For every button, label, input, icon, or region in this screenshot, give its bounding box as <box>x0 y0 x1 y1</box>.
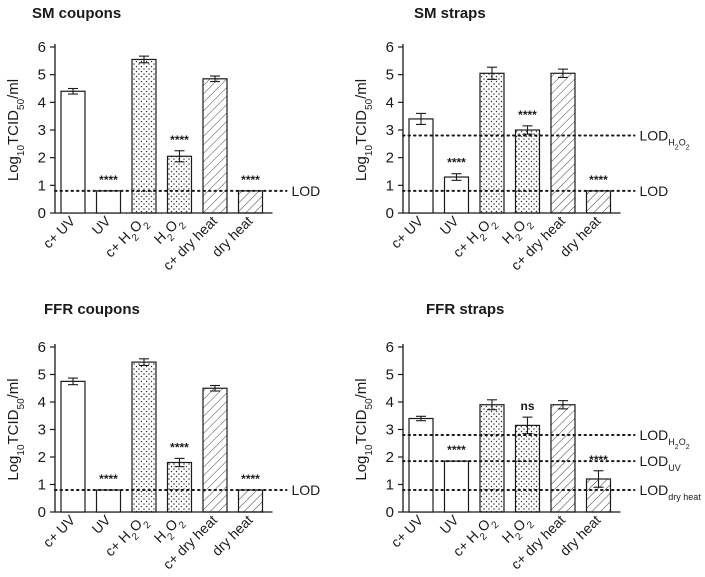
bar <box>131 58 157 214</box>
y-tick-label: 1 <box>38 177 46 194</box>
lod-label: LODH2O2 <box>640 128 690 152</box>
lod-label: LOD <box>292 183 321 199</box>
bar <box>60 90 86 214</box>
y-tick-label: 3 <box>38 422 46 439</box>
y-tick-label: 3 <box>386 422 394 439</box>
y-tick-label: 6 <box>386 39 394 56</box>
bar <box>585 190 612 214</box>
y-tick-label: 2 <box>38 449 46 466</box>
y-tick-label: 5 <box>38 367 46 384</box>
significance-label: **** <box>241 472 260 486</box>
significance-label: **** <box>170 440 189 454</box>
bar <box>550 72 576 214</box>
y-tick-label: 6 <box>386 339 394 356</box>
y-tick-label: 5 <box>386 67 394 84</box>
bar <box>237 190 264 214</box>
y-tick-label: 6 <box>38 339 46 356</box>
significance-label: **** <box>170 133 189 147</box>
bar <box>514 129 541 214</box>
y-tick-label: 1 <box>386 177 394 194</box>
y-tick-label: 5 <box>38 67 46 84</box>
significance-label: **** <box>99 173 118 187</box>
significance-label: ns <box>520 399 534 413</box>
y-tick-label: 2 <box>386 449 394 466</box>
chart-title: FFR straps <box>426 301 504 318</box>
y-tick-label: 4 <box>386 94 394 111</box>
significance-label: **** <box>447 443 466 457</box>
y-tick-label: 1 <box>386 477 394 494</box>
bar <box>443 176 470 214</box>
y-tick-label: 1 <box>38 477 46 494</box>
y-tick-label: 0 <box>38 504 46 521</box>
bar <box>550 404 576 513</box>
bar <box>202 78 228 214</box>
y-tick-label: 2 <box>38 150 46 167</box>
lod-label: LODH2O2 <box>640 427 690 451</box>
y-axis-label: Log10TCID50/ml <box>5 79 27 181</box>
y-axis-label: Log10TCID50/ml <box>353 378 375 480</box>
significance-label: **** <box>241 173 260 187</box>
category-label: UV <box>437 511 463 537</box>
bar <box>166 155 193 214</box>
chart-title: SM straps <box>414 5 486 22</box>
bar <box>237 489 264 513</box>
y-axis-label: Log10TCID50/ml <box>353 79 375 181</box>
bar <box>95 190 122 214</box>
significance-label: **** <box>99 472 118 486</box>
bar <box>408 118 434 214</box>
y-tick-label: 4 <box>386 394 394 411</box>
lod-label: LOD <box>640 183 669 199</box>
y-tick-label: 4 <box>38 94 46 111</box>
chart-title: FFR coupons <box>44 301 140 318</box>
significance-label: **** <box>589 173 608 187</box>
bar <box>95 489 122 513</box>
chart-title: SM coupons <box>32 5 121 22</box>
significance-label: **** <box>447 156 466 170</box>
lod-label: LODUV <box>640 453 681 473</box>
bar <box>131 361 157 513</box>
significance-label: **** <box>518 108 537 122</box>
bar <box>479 72 505 214</box>
lod-label: LODdry heat <box>640 482 702 502</box>
y-tick-label: 0 <box>38 205 46 222</box>
y-tick-label: 3 <box>38 122 46 139</box>
y-tick-label: 0 <box>386 504 394 521</box>
bar <box>60 380 86 513</box>
y-tick-label: 4 <box>38 394 46 411</box>
category-label: UV <box>437 212 463 238</box>
y-tick-label: 3 <box>386 122 394 139</box>
bar <box>443 460 470 513</box>
y-tick-label: 0 <box>386 205 394 222</box>
significance-label: **** <box>589 453 608 467</box>
category-label: UV <box>89 511 115 537</box>
bar <box>479 404 505 513</box>
bar <box>202 387 228 513</box>
y-tick-label: 6 <box>38 39 46 56</box>
y-tick-label: 5 <box>386 367 394 384</box>
category-label: UV <box>89 212 115 238</box>
y-tick-label: 2 <box>386 150 394 167</box>
y-axis-label: Log10TCID50/ml <box>5 378 27 480</box>
lod-label: LOD <box>292 482 321 498</box>
bar <box>408 417 434 513</box>
bar <box>166 461 193 513</box>
bar <box>514 424 541 513</box>
